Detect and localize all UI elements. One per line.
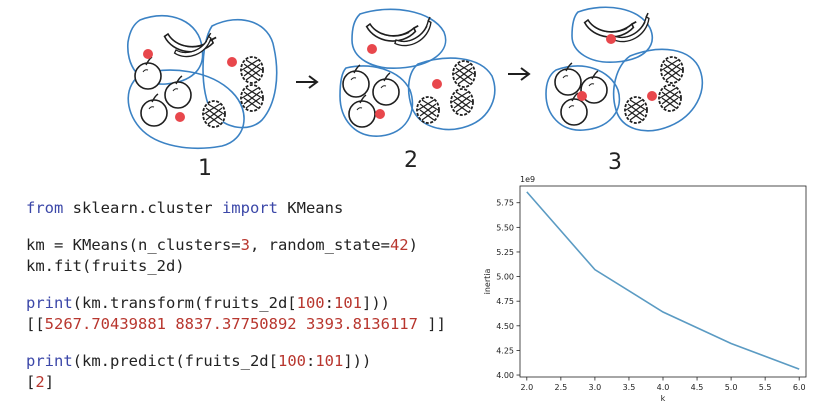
step-2-label: 2 [404, 148, 418, 173]
code-token: ])) [343, 352, 372, 370]
arrow-right-icon [296, 75, 319, 89]
x-tick-label: 5.0 [725, 383, 738, 392]
code-token: from [26, 199, 64, 217]
code-line: km = KMeans(n_clusters=3, random_state=4… [26, 235, 446, 256]
code-token: 101 [315, 352, 344, 370]
step-3-label: 3 [608, 150, 622, 175]
y-tick-label: 5.50 [496, 223, 514, 232]
code-line: [2] [26, 372, 446, 393]
code-blank-line [26, 219, 446, 235]
code-token: km = KMeans(n_clusters= [26, 236, 241, 254]
inertia-line [526, 191, 800, 370]
code-token: 100 [296, 294, 325, 312]
x-tick-label: 4.0 [657, 383, 670, 392]
code-token: 5267.70439881 8837.37750892 3393.8136117 [44, 315, 418, 333]
y-tick-label: 4.00 [496, 371, 514, 380]
code-token: (km.transform(fruits_2d[ [72, 294, 297, 312]
y-tick-label: 5.00 [496, 273, 514, 282]
code-line: km.fit(fruits_2d) [26, 256, 446, 277]
arrow-right-icon [508, 67, 531, 81]
x-tick-label: 6.0 [793, 383, 806, 392]
code-line: [[5267.70439881 8837.37750892 3393.81361… [26, 314, 446, 335]
code-token: import [221, 199, 278, 217]
code-token: (km.predict(fruits_2d[ [72, 352, 278, 370]
code-token: sklearn.cluster [63, 199, 222, 217]
step-3-clusters [545, 6, 704, 132]
y-tick-label: 4.50 [496, 322, 514, 331]
plot-frame [519, 185, 807, 378]
y-offset-label: 1e9 [520, 175, 535, 184]
x-tick-label: 5.5 [759, 383, 772, 392]
code-token: KMeans [277, 199, 344, 217]
code-token: 3 [240, 236, 250, 254]
x-tick-label: 3.0 [589, 383, 602, 392]
step-2-clusters [339, 8, 496, 137]
code-token: , random_state= [249, 236, 390, 254]
code-blank-line [26, 335, 446, 351]
x-axis-label: k [661, 394, 666, 403]
x-tick-label: 4.5 [691, 383, 704, 392]
code-token: print [26, 352, 73, 370]
code-line: print(km.transform(fruits_2d[100:101])) [26, 293, 446, 314]
y-tick-label: 5.25 [496, 248, 514, 257]
code-token: 2 [35, 373, 45, 391]
y-tick-label: 5.75 [496, 199, 514, 208]
code-token: ] [44, 373, 55, 391]
y-axis-label: inertia [483, 269, 492, 295]
step-1-label: 1 [198, 156, 212, 181]
step-1-clusters [127, 15, 278, 149]
code-token: ])) [361, 294, 390, 312]
code-token: : [305, 352, 316, 370]
code-token: ]] [417, 315, 446, 333]
code-blank-line [26, 277, 446, 293]
x-tick-label: 2.5 [554, 383, 567, 392]
y-tick-label: 4.75 [496, 297, 514, 306]
kmeans-steps-diagram: 1 2 3 [127, 6, 704, 181]
x-tick-label: 3.5 [623, 383, 636, 392]
code-block: from sklearn.cluster import KMeans km = K… [26, 198, 446, 393]
code-line: print(km.predict(fruits_2d[100:101])) [26, 351, 446, 372]
code-token: km.fit(fruits_2d) [26, 257, 185, 275]
code-token: : [324, 294, 334, 312]
elbow-chart: 2.0 2.5 3.0 3.5 4.0 4.5 5.0 5.5 6.0 4.00 4.25 4.50 4… [483, 175, 807, 403]
code-token: [ [26, 373, 36, 391]
code-token: 100 [277, 352, 306, 370]
code-line: from sklearn.cluster import KMeans [26, 198, 446, 219]
code-token: 42 [389, 236, 409, 254]
y-tick-label: 4.25 [496, 346, 514, 355]
code-token: [[ [26, 315, 45, 333]
code-token: 101 [333, 294, 362, 312]
x-tick-label: 2.0 [520, 383, 533, 392]
code-token: print [26, 294, 73, 312]
code-token: ) [408, 236, 418, 254]
